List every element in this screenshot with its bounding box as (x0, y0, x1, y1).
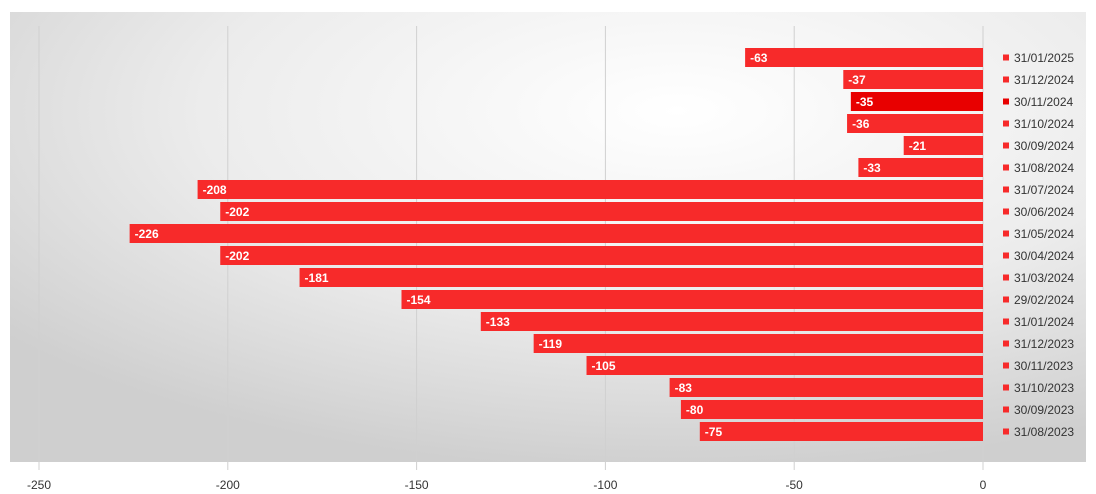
x-tick-label: -100 (593, 478, 617, 492)
legend-swatch (1003, 384, 1009, 391)
legend-swatch (1003, 318, 1009, 325)
bar (197, 180, 984, 199)
bar-value-label: -208 (203, 183, 227, 197)
legend-entry: 30/06/2024 (1014, 205, 1074, 219)
legend-swatch (1003, 296, 1009, 303)
bar-value-label: -75 (705, 425, 723, 439)
bar (220, 202, 984, 221)
legend-entry: 30/11/2023 (1014, 359, 1073, 373)
bar-value-label: -83 (675, 381, 693, 395)
bar-value-label: -105 (592, 359, 616, 373)
legend-entry: 31/12/2024 (1014, 73, 1074, 87)
bar-value-label: -181 (305, 271, 329, 285)
legend-swatch (1003, 120, 1009, 127)
bar-value-label: -33 (863, 161, 881, 175)
legend-entry: 30/09/2023 (1014, 403, 1074, 417)
legend-swatch (1003, 406, 1009, 413)
legend-entry: 31/08/2023 (1014, 425, 1074, 439)
x-tick-label: -150 (405, 478, 429, 492)
bar-value-label: -202 (225, 249, 249, 263)
legend: 31/01/2025 31/12/2024 30/11/2024 31/10/2024… (1003, 51, 1074, 439)
bar-value-label: -37 (848, 73, 866, 87)
legend-entry: 31/10/2023 (1014, 381, 1074, 395)
bar (903, 136, 983, 155)
bar (401, 290, 984, 309)
bar-value-label: -36 (852, 117, 870, 131)
legend-entry: 31/01/2025 (1014, 51, 1074, 65)
bar (220, 246, 984, 265)
legend-swatch (1003, 274, 1009, 281)
legend-entry: 31/08/2024 (1014, 161, 1074, 175)
x-tick-label: -200 (216, 478, 240, 492)
bar (843, 70, 983, 89)
bar (850, 92, 983, 111)
bar-value-label: -133 (486, 315, 510, 329)
bar-value-label: -226 (135, 227, 159, 241)
legend-swatch (1003, 340, 1009, 347)
legend-entry: 31/01/2024 (1014, 315, 1074, 329)
bar-value-label: -202 (225, 205, 249, 219)
x-tick-label: -50 (786, 478, 804, 492)
x-tick-label: -250 (27, 478, 51, 492)
legend-swatch (1003, 230, 1009, 237)
bar-value-label: -119 (539, 337, 563, 351)
bars (129, 48, 984, 441)
legend-swatch (1003, 76, 1009, 83)
legend-swatch (1003, 54, 1009, 61)
bar-labels: -63 -37 -35 -36 -21 -33 -208 -202 -226 -202 -181 -1… (135, 51, 927, 439)
bar (533, 334, 983, 353)
legend-entry: 31/07/2024 (1014, 183, 1074, 197)
legend-swatch (1003, 252, 1009, 259)
bar (858, 158, 983, 177)
bar (129, 224, 983, 243)
x-tick-label: 0 (980, 478, 987, 492)
legend-swatch (1003, 428, 1009, 435)
bar (480, 312, 983, 331)
legend-swatch (1003, 186, 1009, 193)
bar-value-label: -63 (750, 51, 768, 65)
bar-value-label: -154 (406, 293, 430, 307)
legend-swatch (1003, 164, 1009, 171)
legend-swatch (1003, 98, 1009, 105)
legend-swatch (1003, 362, 1009, 369)
bar (680, 400, 983, 419)
legend-entry: 31/05/2024 (1014, 227, 1074, 241)
bar (745, 48, 983, 67)
legend-swatch (1003, 142, 1009, 149)
legend-entry: 31/12/2023 (1014, 337, 1074, 351)
legend-entry: 30/09/2024 (1014, 139, 1074, 153)
bar-value-label: -80 (686, 403, 704, 417)
bar (699, 422, 983, 441)
bar (847, 114, 983, 133)
bar-value-label: -35 (856, 95, 874, 109)
bar-value-label: -21 (909, 139, 927, 153)
legend-entry: 30/11/2024 (1014, 95, 1073, 109)
legend-entry: 31/10/2024 (1014, 117, 1074, 131)
bar (586, 356, 983, 375)
bar (669, 378, 983, 397)
x-axis-ticks: -250 -200 -150 -100 -50 0 (27, 478, 987, 492)
legend-entry: 29/02/2024 (1014, 293, 1074, 307)
bar (299, 268, 983, 287)
legend-entry: 31/03/2024 (1014, 271, 1074, 285)
legend-entry: 30/04/2024 (1014, 249, 1074, 263)
legend-swatch (1003, 208, 1009, 215)
